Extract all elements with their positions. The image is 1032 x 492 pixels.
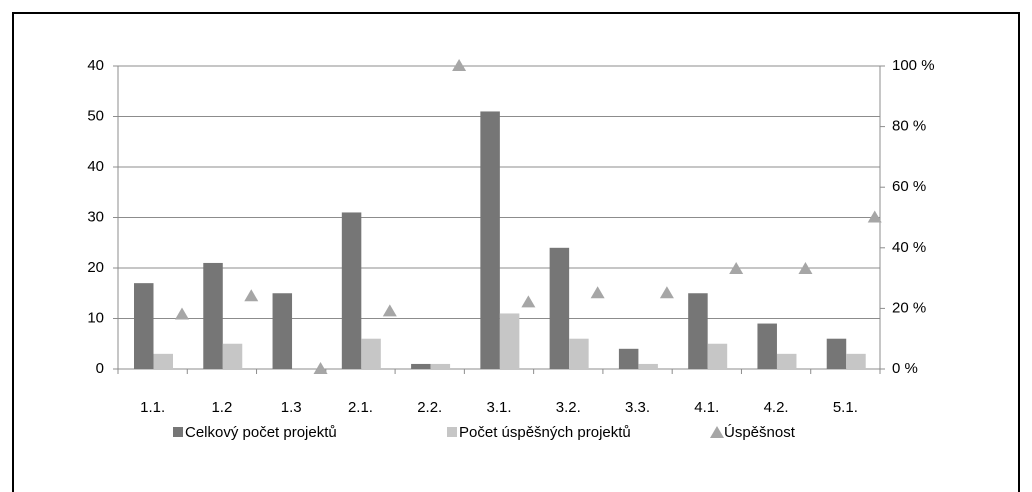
marker	[867, 210, 882, 223]
x-tick-label: 3.3.	[625, 399, 650, 416]
bar	[757, 323, 777, 369]
marker	[244, 289, 259, 302]
x-tick-label: 4.2.	[764, 399, 789, 416]
x-tick-label: 3.2.	[556, 399, 581, 416]
bar	[638, 363, 658, 369]
x-tick-label: 2.1.	[348, 399, 373, 416]
bar	[203, 262, 223, 369]
legend-swatch	[447, 427, 457, 437]
y2-tick-label: 0 %	[892, 360, 918, 377]
y-tick-label: 40	[87, 57, 104, 74]
y2-tick-label: 20 %	[892, 299, 926, 316]
y2-tick-label: 60 %	[892, 178, 926, 195]
x-tick-label: 4.1.	[694, 399, 719, 416]
bar	[826, 338, 847, 369]
bar	[222, 343, 243, 369]
marker	[313, 362, 328, 374]
bar	[688, 293, 708, 369]
marker	[452, 59, 467, 71]
bar	[707, 343, 728, 369]
y-tick-label: 40	[87, 158, 104, 175]
y-tick-label: 0	[96, 360, 104, 377]
bar	[341, 212, 362, 369]
marker	[659, 286, 674, 299]
x-tick-label: 5.1.	[833, 399, 858, 416]
bar	[569, 338, 589, 369]
legend-swatch	[710, 426, 724, 438]
legend-label: Počet úspěšných projektů	[459, 424, 631, 441]
y2-tick-label: 100 %	[892, 57, 935, 74]
y2-tick-label: 40 %	[892, 239, 926, 256]
bar	[618, 348, 639, 369]
x-tick-label: 1.3	[281, 399, 302, 416]
bar	[361, 338, 381, 369]
marker	[175, 307, 189, 320]
y2-tick-label: 80 %	[892, 118, 926, 135]
x-tick-label: 3.1.	[486, 399, 511, 416]
bar	[776, 353, 797, 369]
y-tick-label: 10	[87, 309, 104, 326]
legend-label: Celkový počet projektů	[185, 424, 337, 441]
marker	[382, 304, 397, 317]
bar	[411, 363, 431, 369]
bar	[549, 247, 570, 369]
bar	[480, 111, 500, 369]
bar	[499, 313, 520, 369]
marker	[590, 286, 605, 299]
y-tick-label: 20	[87, 259, 104, 276]
bar	[134, 283, 154, 369]
legend-swatch	[173, 427, 183, 437]
bar	[430, 363, 451, 369]
x-tick-label: 1.2	[211, 399, 232, 416]
bar	[272, 293, 293, 369]
legend-label: Úspěšnost	[724, 424, 796, 441]
marker	[798, 262, 813, 275]
bar	[846, 353, 866, 369]
bar	[153, 353, 173, 369]
x-tick-label: 2.2.	[417, 399, 442, 416]
y-tick-label: 50	[87, 107, 104, 124]
frame	[12, 12, 1020, 492]
x-tick-label: 1.1.	[140, 399, 165, 416]
y-tick-label: 30	[87, 208, 104, 225]
marker	[729, 262, 744, 275]
marker	[521, 295, 536, 308]
